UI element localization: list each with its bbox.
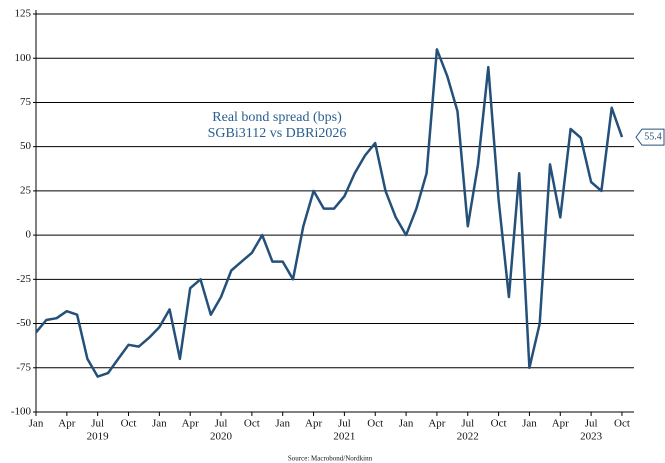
year-label: 2021: [333, 431, 355, 443]
x-tick-label: Jul: [215, 418, 228, 430]
y-tick-label: 100: [15, 52, 32, 64]
x-tick-label: Jan: [399, 418, 414, 430]
end-tag: [635, 128, 665, 146]
x-tick-label: Oct: [491, 418, 507, 430]
y-tick-label: 50: [20, 140, 32, 152]
y-tick-label: 75: [20, 96, 32, 108]
x-tick-label: Jul: [91, 418, 104, 430]
x-tick-label: Apr: [428, 418, 445, 430]
annotation: SGBi3112 vs DBRi2026: [208, 126, 347, 141]
x-tick-label: Jan: [152, 418, 167, 430]
year-label: 2023: [580, 431, 603, 443]
year-label: 2022: [457, 431, 479, 443]
x-tick-label: Jul: [461, 418, 474, 430]
x-tick-label: Oct: [367, 418, 383, 430]
y-tick-label: -100: [11, 406, 32, 418]
year-label: 2019: [87, 431, 110, 443]
y-tick-label: 125: [15, 8, 32, 20]
y-tick-label: -25: [16, 273, 31, 285]
x-tick-label: Apr: [58, 418, 75, 430]
x-tick-label: Apr: [305, 418, 322, 430]
x-tick-label: Jan: [275, 418, 290, 430]
end-label: 55.4: [644, 131, 662, 142]
x-tick-label: Oct: [614, 418, 630, 430]
x-tick-label: Jul: [585, 418, 598, 430]
source: Source: Macrobond/Nordkinn: [288, 455, 373, 463]
annotation: Real bond spread (bps): [212, 110, 342, 125]
x-tick-label: Jan: [522, 418, 537, 430]
x-tick-label: Jan: [29, 418, 44, 430]
y-tick-label: 0: [26, 229, 32, 241]
series-line: [35, 48, 624, 378]
x-tick-label: Apr: [552, 418, 569, 430]
y-tick-label: -75: [16, 361, 31, 373]
y-tick-label: -50: [16, 317, 31, 329]
year-label: 2020: [210, 431, 233, 443]
x-tick-label: Apr: [182, 418, 199, 430]
x-tick-label: Jul: [338, 418, 351, 430]
x-tick-label: Oct: [244, 418, 260, 430]
x-tick-label: Oct: [121, 418, 137, 430]
y-tick-label: 25: [20, 184, 32, 196]
